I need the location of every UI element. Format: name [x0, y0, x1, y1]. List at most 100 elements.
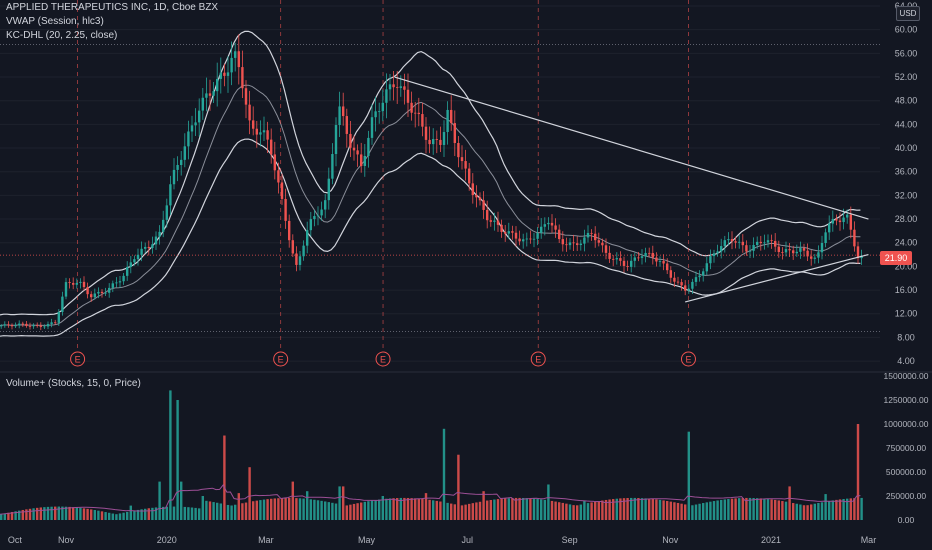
- volume-bar: [673, 502, 676, 520]
- volume-bar: [583, 500, 586, 520]
- candle-body: [79, 281, 82, 283]
- keltner-legend[interactable]: KC-DHL (20, 2.25, close): [6, 30, 118, 41]
- candle-body: [684, 285, 687, 291]
- candle-body: [493, 220, 496, 222]
- volume-axis[interactable]: 1500000.00 1250000.00 1000000.00 750000.00 5…: [884, 371, 929, 525]
- volume-bar: [468, 503, 471, 520]
- volume-bar: [493, 499, 496, 520]
- candle-body: [3, 324, 6, 326]
- volume-bar: [604, 499, 608, 520]
- candle-body: [457, 142, 460, 158]
- vwap-legend[interactable]: VWAP (Session, hlc3): [6, 16, 104, 27]
- candle-body: [612, 258, 615, 260]
- candle-body: [190, 125, 194, 132]
- keltner-basis-line: [0, 84, 861, 327]
- volume-bar: [97, 510, 100, 520]
- candle-body: [356, 150, 359, 155]
- volume-bar: [104, 512, 107, 520]
- volume-bar: [28, 508, 32, 520]
- candle-body: [399, 86, 402, 88]
- volume-bar: [601, 500, 604, 520]
- volume-bar: [507, 498, 510, 520]
- volume-bar: [586, 503, 590, 520]
- volume-bar: [399, 497, 402, 520]
- volume-bar: [612, 499, 615, 520]
- price-tick-label: 36.00: [895, 167, 918, 177]
- volume-bar: [572, 505, 575, 520]
- candle-body: [716, 251, 719, 254]
- time-tick-label: Nov: [662, 535, 679, 545]
- candle-body: [550, 222, 554, 226]
- volume-bar: [651, 498, 654, 520]
- candle-body: [410, 102, 413, 113]
- candle-body: [810, 256, 813, 259]
- price-tick-label: 8.00: [897, 332, 915, 342]
- candle-body: [208, 93, 212, 96]
- volume-bar: [306, 491, 309, 520]
- time-tick-label: 2020: [157, 535, 177, 545]
- volume-bar: [122, 512, 125, 520]
- volume-bar: [511, 498, 514, 520]
- volume-bar: [644, 498, 647, 520]
- candle-body: [421, 114, 424, 127]
- candle-body: [626, 265, 629, 267]
- resistance-trendline: [394, 76, 869, 220]
- volume-bar: [622, 498, 626, 520]
- candle-body: [352, 147, 356, 151]
- volume-bar: [190, 507, 194, 520]
- candle-body: [799, 248, 802, 252]
- volume-bar: [579, 504, 582, 520]
- volume-bar: [176, 400, 179, 520]
- volume-bar: [626, 498, 629, 520]
- candle-body: [817, 252, 820, 258]
- candle-body: [727, 239, 730, 241]
- candle-body: [50, 322, 53, 325]
- volume-bar: [680, 503, 683, 520]
- candle-body: [403, 86, 406, 90]
- volume-bar: [590, 502, 593, 520]
- volume-bar: [298, 498, 302, 520]
- price-tick-label: 60.00: [895, 25, 918, 35]
- candle-body: [770, 240, 773, 242]
- volume-bar: [630, 497, 633, 520]
- symbol-legend[interactable]: APPLIED THERAPEUTICS INC, 1D, Cboe BZX: [6, 2, 219, 13]
- candle-body: [100, 291, 104, 294]
- volume-bar: [162, 506, 165, 520]
- volume-bar: [464, 504, 467, 520]
- candle-body: [813, 257, 816, 259]
- candle-body: [302, 245, 305, 257]
- candle-body: [622, 260, 626, 266]
- candle-body: [14, 325, 17, 327]
- candle-body: [680, 282, 683, 286]
- candle-body: [169, 184, 172, 206]
- volume-bar: [806, 505, 809, 520]
- candle-body: [144, 246, 147, 249]
- candle-body: [392, 84, 395, 88]
- currency-button[interactable]: USD: [896, 6, 920, 21]
- volume-bar: [381, 496, 384, 520]
- candle-body: [414, 112, 417, 114]
- trendlines[interactable]: [394, 76, 869, 303]
- time-axis[interactable]: Oct Nov 2020 Mar May Jul Sep Nov 2021 Mar: [8, 535, 876, 545]
- volume-bar: [849, 498, 852, 520]
- price-tick-label: 28.00: [895, 214, 918, 224]
- candle-body: [111, 283, 114, 288]
- price-axis[interactable]: 64.0060.0056.0052.0048.0044.0040.0036.00…: [895, 1, 918, 366]
- volume-bar: [432, 500, 435, 520]
- candle-body: [594, 233, 597, 241]
- candle-body: [507, 231, 510, 234]
- candle-body: [608, 252, 611, 259]
- volume-legend[interactable]: Volume+ (Stocks, 15, 0, Price): [6, 378, 141, 389]
- volume-bar: [637, 497, 640, 520]
- candle-body: [226, 72, 230, 76]
- volume-bar: [208, 501, 212, 520]
- candle-body: [118, 281, 122, 283]
- candle-body: [212, 91, 215, 96]
- candle-body: [262, 130, 266, 133]
- grid-lines: [0, 5, 932, 373]
- candle-body: [151, 244, 154, 248]
- candle-body: [648, 252, 651, 254]
- volume-bar: [219, 503, 222, 520]
